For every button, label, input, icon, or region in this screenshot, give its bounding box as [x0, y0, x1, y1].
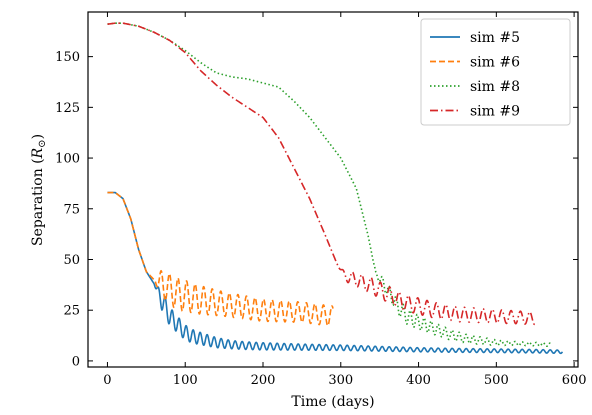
y-axis-title-subscript: ⊙: [37, 139, 48, 147]
y-tick-label: 150: [55, 50, 80, 65]
x-axis-title: Time (days): [291, 394, 374, 410]
legend-label: sim #5: [470, 30, 520, 46]
x-tick-label: 300: [328, 373, 353, 388]
y-tick-label: 125: [55, 101, 80, 116]
series-layer: [107, 22, 564, 355]
x-tick-label: 0: [103, 373, 111, 388]
legend: sim #5 sim #6 sim #8 sim #9: [420, 18, 571, 126]
y-tick-label: 50: [63, 253, 80, 268]
y-axis-title-main: Separation (: [30, 158, 46, 246]
x-tick-label: 500: [484, 373, 509, 388]
y-tick-label: 25: [63, 304, 80, 319]
legend-label: sim #9: [470, 104, 520, 120]
ticks-layer: 0 100 200 300 400 500 600 0 25 50 75 100 125 150: [55, 12, 587, 388]
y-axis-title-close: ): [30, 134, 46, 139]
series-line-1: [107, 191, 564, 355]
y-axis-title-symbol: R: [30, 147, 46, 159]
plot-frame: [87, 11, 579, 368]
legend-label: sim #8: [470, 79, 520, 95]
series-line-2: [107, 191, 334, 327]
y-tick-label: 75: [63, 202, 80, 217]
y-axis-title: Separation (R⊙): [30, 134, 48, 246]
legend-label: sim #6: [470, 55, 520, 71]
y-tick-label: 0: [72, 354, 80, 369]
series-line-3: [107, 22, 552, 347]
x-tick-label: 600: [562, 373, 587, 388]
x-tick-label: 400: [406, 373, 431, 388]
y-tick-label: 100: [55, 152, 80, 167]
x-tick-label: 100: [173, 373, 198, 388]
x-tick-label: 200: [251, 373, 276, 388]
series-line-4: [107, 22, 536, 326]
legend-box: [420, 18, 571, 126]
